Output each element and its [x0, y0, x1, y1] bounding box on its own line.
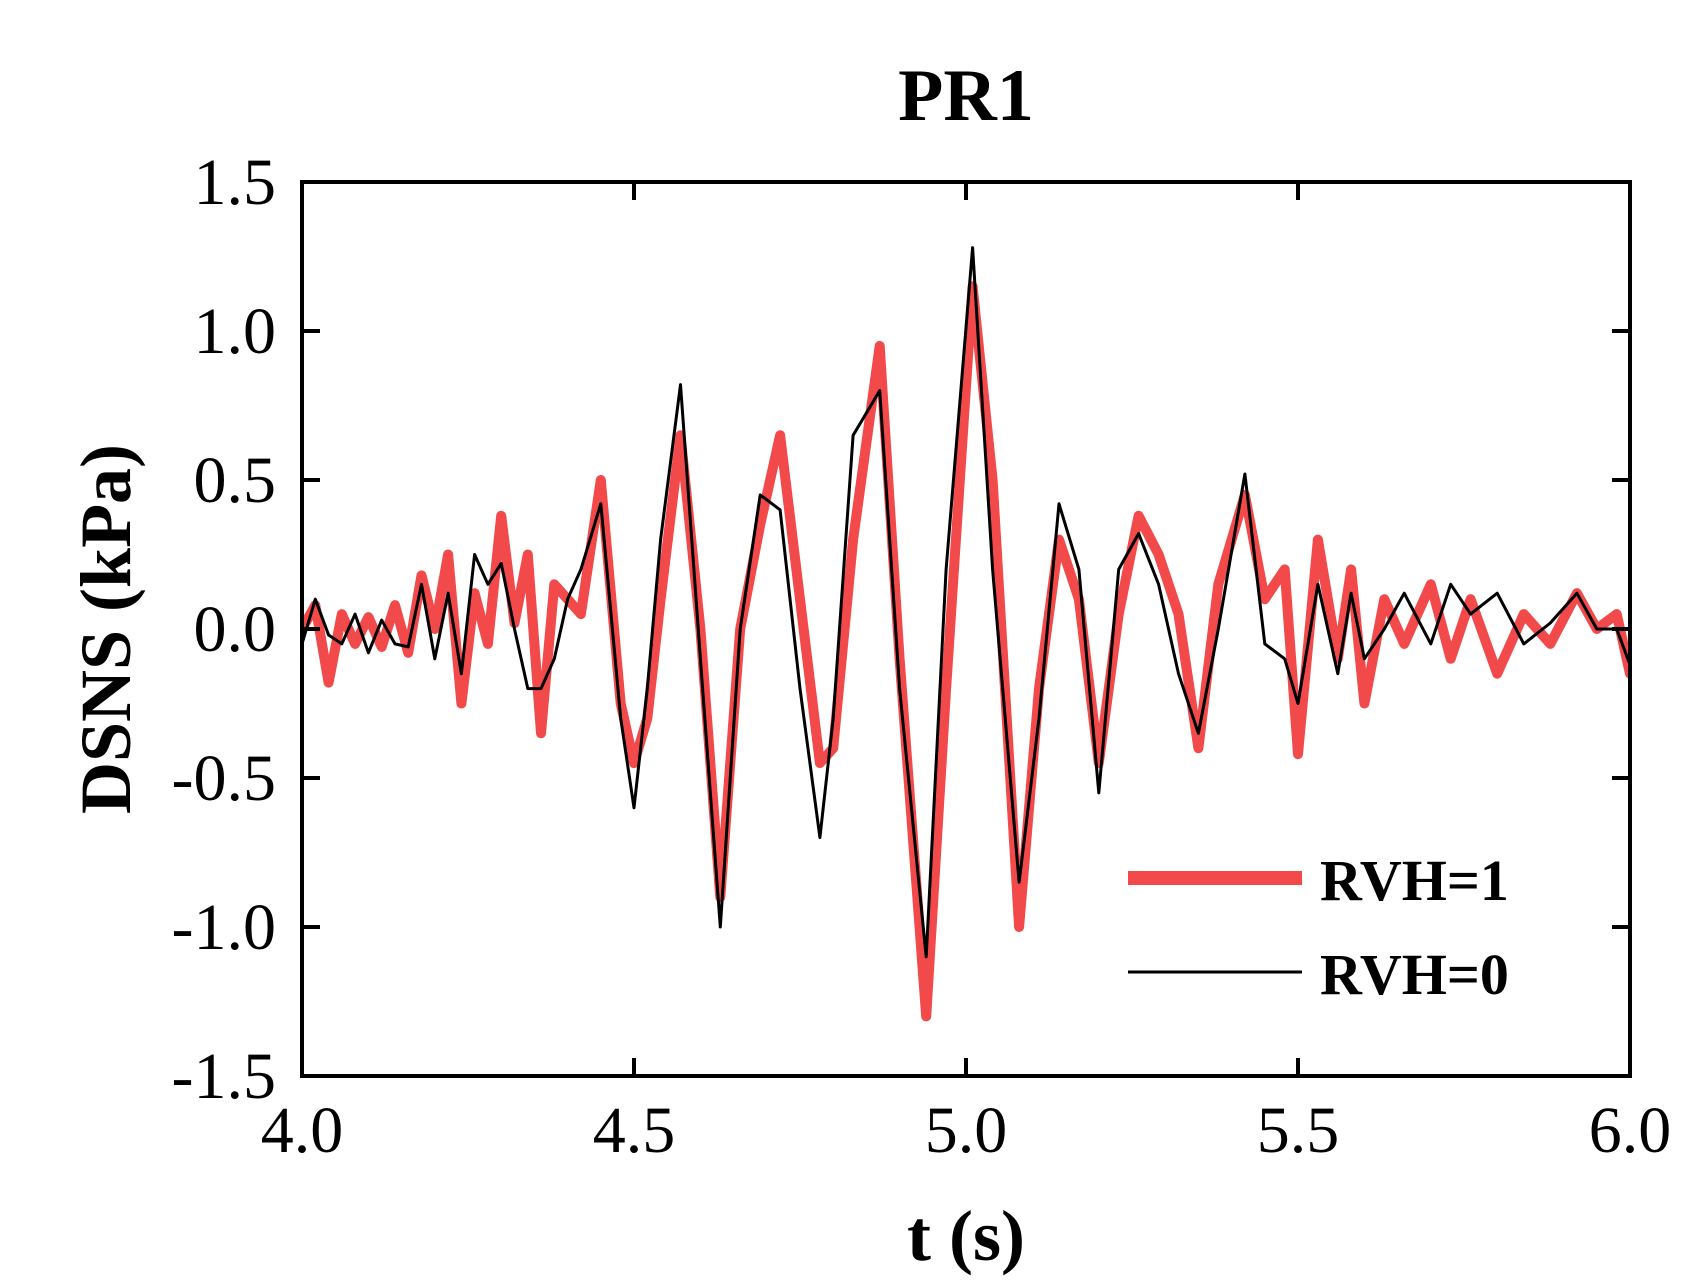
legend-label-rvh1: RVH=1: [1320, 848, 1509, 913]
x-tick-label: 4.0: [261, 1094, 344, 1167]
ticks-layer: 4.0 4.5 5.0 5.5 6.0 -1.5 -1.0 -0.5 0.0 0.5 1.0 1.5: [172, 146, 1672, 1167]
x-tick-label: 6.0: [1589, 1094, 1672, 1167]
series-line-rvh-1: [302, 281, 1630, 1022]
x-tick-label: 5.0: [925, 1094, 1008, 1167]
plot-frame: [300, 180, 1632, 1078]
y-tick-label: 0.0: [194, 593, 277, 666]
y-tick-label: -0.5: [172, 742, 276, 815]
x-tick-label: 4.5: [593, 1094, 676, 1167]
y-axis-label: DSNS (kPa): [66, 444, 146, 814]
y-tick-label: 1.0: [194, 295, 277, 368]
y-tick-label: -1.5: [172, 1040, 276, 1113]
legend: RVH=1 RVH=0: [1128, 848, 1509, 1007]
series-line-rvh-0: [302, 246, 1630, 959]
legend-label-rvh0: RVH=0: [1320, 942, 1509, 1007]
x-tick-label: 5.5: [1257, 1094, 1340, 1167]
plot-area: 4.0 4.5 5.0 5.5 6.0 -1.5 -1.0 -0.5 0.0 0.5 1.0 1.5: [172, 146, 1672, 1167]
y-tick-label: 1.5: [194, 146, 277, 219]
x-axis-label: t (s): [907, 1196, 1025, 1276]
y-tick-label: 0.5: [194, 444, 277, 517]
y-tick-label: -1.0: [172, 891, 276, 964]
chart-title: PR1: [898, 55, 1034, 137]
series-layer: [302, 246, 1630, 1022]
